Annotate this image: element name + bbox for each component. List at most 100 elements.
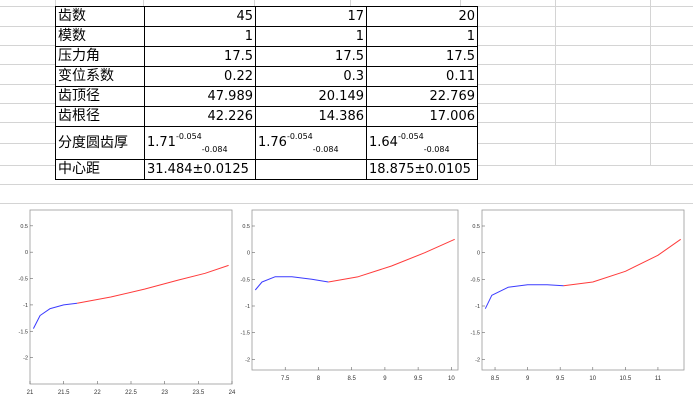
row-label[interactable]: 分度圆齿厚 bbox=[55, 126, 145, 160]
y-tick-label: 0 bbox=[25, 250, 28, 256]
cell-c3[interactable]: 17.5 bbox=[366, 46, 478, 67]
x-tick-label: 9 bbox=[383, 376, 387, 382]
cell-c1[interactable]: 1 bbox=[144, 26, 256, 47]
blue-curve bbox=[254, 276, 329, 291]
plot-svg: 8.5 9 9.5 10 10.5 11 0.5 0 -0.5 -1 -1.5 -2 bbox=[471, 209, 685, 382]
blue-curve bbox=[484, 284, 564, 309]
row-label[interactable]: 齿数 bbox=[55, 6, 145, 27]
blue-curve bbox=[32, 302, 78, 329]
x-tick-label: 7.5 bbox=[281, 376, 290, 382]
x-tick-label: 11 bbox=[655, 376, 662, 382]
table-row: 变位系数 0.22 0.3 0.11 bbox=[55, 66, 478, 87]
x-tick-label: 8.5 bbox=[348, 376, 357, 382]
x-tick-label: 10.5 bbox=[620, 376, 632, 382]
x-tick-label: 10 bbox=[589, 376, 596, 382]
cell-c1[interactable]: 1.71-0.054 -0.084 bbox=[144, 126, 256, 160]
cell-c2[interactable]: 0.3 bbox=[255, 66, 367, 87]
y-tick-label: -0.5 bbox=[241, 277, 250, 283]
table-row: 分度圆齿厚 1.71-0.054-0.084 1.76-0.054-0.084 1.6… bbox=[55, 126, 478, 160]
x-tick-label: 9.5 bbox=[414, 376, 423, 382]
gear-parameter-table: 齿数 45 17 20 模数 1 1 1 压力角 17.5 17.5 17.5 变位系数 0.22 0.3 0… bbox=[55, 6, 478, 180]
red-curve bbox=[563, 238, 681, 287]
y-tick-label: -2 bbox=[475, 357, 480, 363]
y-tick-label: 0.5 bbox=[472, 224, 480, 230]
upper-deviation: -0.054 bbox=[397, 132, 424, 141]
x-tick-label: 22 bbox=[94, 390, 101, 396]
row-label[interactable]: 齿顶径 bbox=[55, 86, 145, 107]
cell-c1[interactable]: 17.5 bbox=[144, 46, 256, 67]
cell-c2[interactable]: 1 bbox=[255, 26, 367, 47]
cell-c3[interactable]: 1.64-0.054 -0.084 bbox=[366, 126, 478, 160]
plot-frame bbox=[481, 209, 685, 371]
cell-c1[interactable]: 0.22 bbox=[144, 66, 256, 87]
cell-c2[interactable]: 17 bbox=[255, 6, 367, 27]
y-tick-label: 0.5 bbox=[20, 224, 28, 230]
cell-c2[interactable]: 1.76-0.054 -0.084 bbox=[255, 126, 367, 160]
red-curve bbox=[328, 238, 455, 283]
cell-c2[interactable]: 17.5 bbox=[255, 46, 367, 67]
cell-c3[interactable]: 1 bbox=[366, 26, 478, 47]
cell-c2[interactable] bbox=[255, 159, 367, 180]
cell-c1[interactable]: 45 bbox=[144, 6, 256, 27]
cell-c3[interactable]: 22.769 bbox=[366, 86, 478, 107]
x-tick-label: 22.5 bbox=[125, 390, 137, 396]
red-curve bbox=[77, 264, 229, 304]
plot-frame bbox=[29, 209, 233, 385]
x-tick-label: 21 bbox=[27, 390, 34, 396]
cell-c3[interactable]: 0.11 bbox=[366, 66, 478, 87]
involute-plot-3[interactable]: 8.5 9 9.5 10 10.5 11 0.5 0 -0.5 -1 -1.5 -2 bbox=[470, 206, 688, 388]
upper-deviation: -0.054 bbox=[286, 132, 313, 141]
thickness-base: 1.76 bbox=[258, 135, 287, 150]
thickness-base: 1.64 bbox=[369, 135, 398, 150]
plot-svg: 21 21.5 22 22.5 23 23.5 24 0.5 0 -0.5 -1 -1.5 -2 bbox=[19, 209, 236, 396]
row-label[interactable]: 变位系数 bbox=[55, 66, 145, 87]
y-tick-label: -2 bbox=[245, 357, 250, 363]
row-label[interactable]: 压力角 bbox=[55, 46, 145, 67]
row-label[interactable]: 模数 bbox=[55, 26, 145, 47]
thickness-base: 1.71 bbox=[147, 135, 176, 150]
involute-plot-1[interactable]: 21 21.5 22 22.5 23 23.5 24 0.5 0 -0.5 -1 -1.5 -2 bbox=[18, 206, 236, 402]
row-label[interactable]: 齿根径 bbox=[55, 106, 145, 127]
x-tick-label: 9.5 bbox=[556, 376, 565, 382]
x-tick-label: 21.5 bbox=[58, 390, 70, 396]
y-tick-label: 0.5 bbox=[242, 224, 250, 230]
x-tick-label: 23 bbox=[161, 390, 168, 396]
x-tick-label: 8 bbox=[317, 376, 321, 382]
cell-c2[interactable]: 14.386 bbox=[255, 106, 367, 127]
cell-c1[interactable]: 47.989 bbox=[144, 86, 256, 107]
x-tick-label: 23.5 bbox=[192, 390, 204, 396]
table-row: 齿数 45 17 20 bbox=[55, 6, 478, 27]
x-tick-label: 10 bbox=[448, 376, 455, 382]
cell-c1[interactable]: 31.484±0.0125 bbox=[144, 159, 256, 180]
plot-frame bbox=[251, 209, 459, 371]
cell-c3[interactable]: 18.875±0.0105 bbox=[366, 159, 478, 180]
x-tick-label: 24 bbox=[229, 390, 236, 396]
table-row: 中心距 31.484±0.0125 18.875±0.0105 bbox=[55, 159, 478, 180]
cell-c2[interactable]: 20.149 bbox=[255, 86, 367, 107]
y-tick-label: -0.5 bbox=[19, 277, 28, 283]
y-tick-label: -1.5 bbox=[241, 331, 250, 337]
y-tick-label: -0.5 bbox=[471, 277, 480, 283]
y-tick-label: 0 bbox=[477, 251, 480, 257]
table-row: 齿根径 42.226 14.386 17.006 bbox=[55, 106, 478, 127]
x-tick-label: 8.5 bbox=[491, 376, 500, 382]
y-tick-label: -2 bbox=[23, 356, 28, 362]
y-tick-label: -1 bbox=[245, 304, 250, 310]
table-row: 压力角 17.5 17.5 17.5 bbox=[55, 46, 478, 67]
row-label[interactable]: 中心距 bbox=[55, 159, 145, 180]
y-tick-label: -1 bbox=[475, 304, 480, 310]
cell-c3[interactable]: 20 bbox=[366, 6, 478, 27]
table-row: 齿顶径 47.989 20.149 22.769 bbox=[55, 86, 478, 107]
y-tick-label: -1.5 bbox=[471, 331, 480, 337]
involute-plot-2[interactable]: 7.5 8 8.5 9 9.5 10 0.5 0 -0.5 -1 -1.5 -2 bbox=[240, 206, 462, 388]
y-tick-label: -1 bbox=[23, 303, 28, 309]
y-tick-label: -1.5 bbox=[19, 329, 28, 335]
table-row: 模数 1 1 1 bbox=[55, 26, 478, 47]
upper-deviation: -0.054 bbox=[175, 132, 202, 141]
lower-deviation: -0.084 bbox=[423, 145, 450, 154]
lower-deviation: -0.084 bbox=[201, 145, 228, 154]
cell-c1[interactable]: 42.226 bbox=[144, 106, 256, 127]
lower-deviation: -0.084 bbox=[312, 145, 339, 154]
cell-c3[interactable]: 17.006 bbox=[366, 106, 478, 127]
plot-svg: 7.5 8 8.5 9 9.5 10 0.5 0 -0.5 -1 -1.5 -2 bbox=[241, 209, 459, 382]
